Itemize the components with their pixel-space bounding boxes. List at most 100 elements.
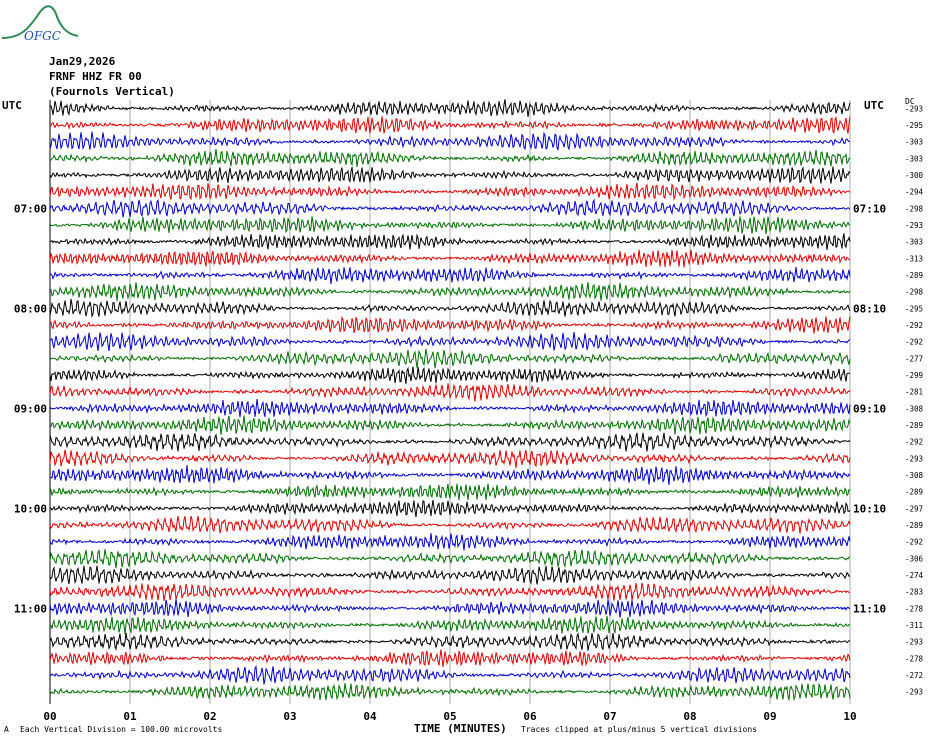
trace-row-32 bbox=[49, 615, 851, 634]
trace-row-7 bbox=[49, 198, 851, 218]
trace-row-26 bbox=[49, 515, 851, 534]
trace-row-34 bbox=[49, 649, 851, 667]
dc-offset-label: -272 bbox=[905, 671, 923, 680]
left-time-label: 09:00 bbox=[14, 402, 47, 415]
right-utc-label: UTC bbox=[864, 99, 884, 112]
x-tick-label: 10 bbox=[843, 710, 856, 723]
dc-offset-label: -293 bbox=[905, 104, 923, 113]
right-time-label: 10:10 bbox=[853, 502, 886, 515]
x-axis-ticks: 00 01 02 03 04 05 06 07 08 09 10 bbox=[43, 710, 856, 723]
dc-offset-label: -297 bbox=[905, 504, 923, 513]
dc-offset-label: -298 bbox=[905, 204, 924, 213]
trace-row-22 bbox=[49, 449, 851, 468]
dc-offset-label: -313 bbox=[905, 254, 923, 263]
dc-offset-label: -292 bbox=[905, 338, 923, 347]
left-time-label: 07:00 bbox=[14, 202, 47, 215]
trace-row-36 bbox=[49, 682, 851, 702]
dc-offset-label: -277 bbox=[905, 354, 923, 363]
trace-row-17 bbox=[49, 366, 850, 384]
right-time-labels: 07:10 08:10 09:10 10:10 11:10 bbox=[853, 202, 886, 615]
minute-grid bbox=[49, 100, 851, 704]
dc-offset-label: -311 bbox=[905, 621, 923, 630]
dc-offset-label: -303 bbox=[905, 238, 923, 247]
dc-offset-label: -300 bbox=[905, 171, 924, 180]
footer-mark: A bbox=[4, 725, 9, 734]
dc-offset-label: -294 bbox=[905, 188, 924, 197]
station-location: (Fournols Vertical) bbox=[49, 85, 175, 98]
x-tick-label: 06 bbox=[523, 710, 537, 723]
dc-offset-label: -289 bbox=[905, 271, 923, 280]
right-time-label: 08:10 bbox=[853, 302, 886, 315]
right-time-label: 09:10 bbox=[853, 402, 886, 415]
dc-offset-labels: -293 -295 -303 -303 -300 -294 -298 -293 -303 -313… bbox=[905, 104, 924, 696]
left-time-label: 11:00 bbox=[14, 602, 47, 615]
logo-curve bbox=[1, 5, 79, 39]
trace-row-16 bbox=[49, 348, 851, 369]
trace-row-8 bbox=[49, 216, 851, 235]
trace-row-10 bbox=[49, 249, 851, 268]
trace-row-35 bbox=[49, 664, 851, 685]
right-time-label: 11:10 bbox=[853, 602, 886, 615]
trace-row-28 bbox=[49, 548, 851, 569]
trace-row-5 bbox=[49, 166, 851, 184]
x-tick-label: 08 bbox=[683, 710, 696, 723]
x-axis-label: TIME (MINUTES) bbox=[414, 722, 507, 735]
dc-offset-label: -308 bbox=[905, 404, 924, 413]
dc-offset-label: -292 bbox=[905, 538, 923, 547]
dc-offset-label: -278 bbox=[905, 654, 924, 663]
trace-row-21 bbox=[49, 432, 851, 452]
dc-offset-label: -283 bbox=[905, 588, 923, 597]
trace-row-14 bbox=[49, 316, 851, 334]
left-time-label: 08:00 bbox=[14, 302, 47, 315]
x-tick-label: 07 bbox=[603, 710, 616, 723]
dc-offset-label: -292 bbox=[905, 321, 923, 330]
clip-note: Traces clipped at plus/minus 5 vertical … bbox=[521, 725, 758, 734]
station-code: FRNF HHZ FR 00 bbox=[49, 70, 142, 83]
trace-row-24 bbox=[49, 483, 851, 500]
dc-offset-label: -278 bbox=[905, 604, 924, 613]
x-tick-label: 02 bbox=[203, 710, 216, 723]
trace-row-1 bbox=[49, 99, 851, 117]
dc-offset-label: -306 bbox=[905, 554, 924, 563]
seismic-traces bbox=[49, 99, 851, 702]
trace-row-18 bbox=[49, 383, 851, 402]
x-tick-label: 03 bbox=[283, 710, 296, 723]
trace-row-13 bbox=[49, 298, 851, 318]
trace-row-6 bbox=[49, 182, 851, 201]
dc-offset-label: -281 bbox=[905, 388, 923, 397]
left-time-label: 10:00 bbox=[14, 502, 47, 515]
dc-offset-label: -274 bbox=[905, 571, 924, 580]
dc-offset-label: -303 bbox=[905, 138, 923, 147]
trace-row-29 bbox=[49, 565, 851, 585]
left-utc-label: UTC bbox=[2, 99, 22, 112]
dc-offset-label: -293 bbox=[905, 688, 923, 697]
dc-offset-label: -303 bbox=[905, 154, 923, 163]
logo-text: OFGC bbox=[24, 29, 61, 43]
trace-row-11 bbox=[49, 266, 851, 285]
dc-offset-label: -295 bbox=[905, 304, 923, 313]
dc-offset-label: -295 bbox=[905, 121, 923, 130]
dc-offset-label: -293 bbox=[905, 638, 923, 647]
ofgc-logo: OFGC bbox=[1, 5, 79, 43]
right-time-label: 07:10 bbox=[853, 202, 886, 215]
trace-row-23 bbox=[49, 465, 851, 485]
left-time-labels: 07:00 08:00 09:00 10:00 11:00 bbox=[14, 202, 47, 615]
dc-offset-label: -308 bbox=[905, 471, 924, 480]
trace-row-19 bbox=[49, 399, 851, 418]
scale-note: Each Vertical Division = 100.00 microvol… bbox=[20, 725, 223, 734]
dc-offset-label: -298 bbox=[905, 288, 924, 297]
dc-label: DC bbox=[905, 97, 915, 106]
trace-row-4 bbox=[49, 148, 851, 167]
trace-row-3 bbox=[49, 131, 851, 151]
trace-row-33 bbox=[49, 632, 851, 651]
trace-row-15 bbox=[49, 331, 851, 351]
trace-row-27 bbox=[49, 533, 851, 551]
dc-offset-label: -292 bbox=[905, 438, 923, 447]
dc-offset-label: -293 bbox=[905, 221, 923, 230]
dc-offset-label: -289 bbox=[905, 421, 923, 430]
record-date: Jan29,2026 bbox=[49, 55, 116, 68]
trace-row-25 bbox=[49, 499, 851, 518]
trace-row-12 bbox=[49, 282, 851, 301]
x-tick-label: 09 bbox=[763, 710, 776, 723]
dc-offset-label: -289 bbox=[905, 521, 923, 530]
